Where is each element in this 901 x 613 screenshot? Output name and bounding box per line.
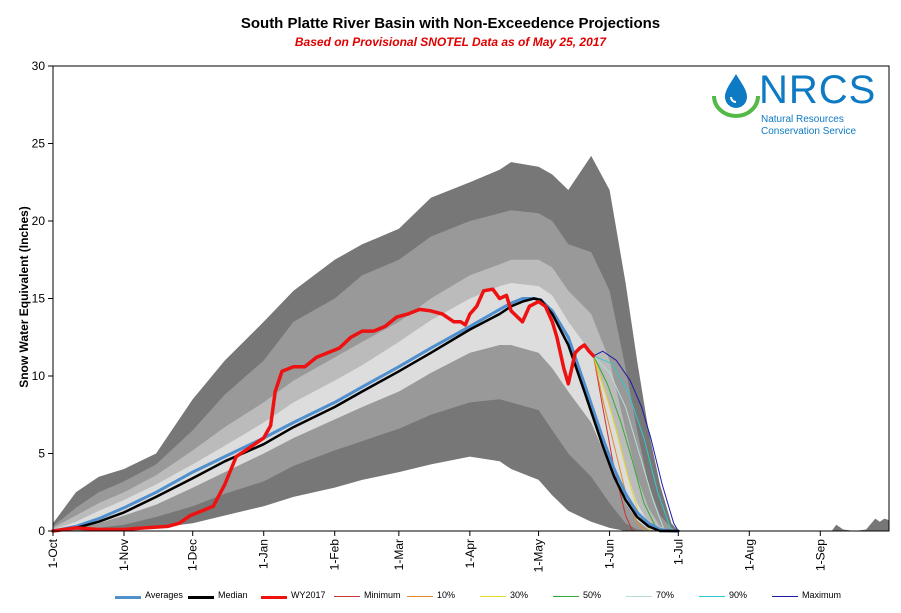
legend-swatch [553, 596, 579, 597]
y-tick-label: 15 [32, 292, 46, 306]
chart-title: South Platte River Basin with Non-Exceed… [240, 15, 661, 32]
y-tick-label: 0 [38, 524, 45, 538]
legend-label: Minimum [364, 590, 401, 600]
legend-label: 70% [656, 590, 675, 600]
x-tick-label: 1-Dec [186, 539, 200, 571]
logo-subtitle-line1: Natural Resources [761, 114, 844, 125]
legend-label: 90% [729, 590, 748, 600]
y-tick-label: 10 [32, 369, 46, 383]
x-tick-label: 1-Apr [463, 539, 477, 568]
legend-swatch [334, 596, 360, 597]
y-axis-label: Snow Water Equivalent (Inches) [17, 206, 31, 388]
legend-label: Averages [145, 590, 183, 600]
nrcs-logo: NRCS Natural Resources Conservation Serv… [712, 68, 875, 148]
water-drop-icon [712, 74, 760, 118]
x-tick-label: 1-Sep [813, 539, 827, 571]
legend-label: Median [218, 590, 248, 600]
projection-line-maximum [593, 350, 679, 532]
x-tick-label: 1-Nov [117, 539, 131, 571]
series-line-wy2017 [51, 287, 596, 533]
legend-swatch [480, 596, 506, 597]
legend-swatch [407, 596, 433, 597]
projection-line-70pct [593, 355, 665, 532]
legend-swatch [772, 596, 798, 597]
y-tick-label: 30 [32, 59, 46, 73]
band-late-season [831, 518, 889, 531]
legend-label: WY2017 [291, 590, 326, 600]
chart-legend: Averages Median WY2017 Minimum 10% 30% 50% 70% 9… [115, 588, 895, 606]
y-tick-label: 25 [32, 137, 46, 151]
legend-swatch [261, 596, 287, 599]
y-tick-label: 20 [32, 214, 46, 228]
legend-label: 30% [510, 590, 529, 600]
logo-wordmark: NRCS [759, 68, 877, 112]
legend-swatch [699, 596, 725, 597]
x-tick-label: 1-Jun [603, 539, 617, 569]
legend-label: Maximum [802, 590, 842, 600]
projection-line-50pct [593, 355, 659, 532]
x-tick-label: 1-Jan [257, 539, 271, 569]
legend-label: 10% [437, 590, 456, 600]
legend-label: 50% [583, 590, 602, 600]
legend-swatch [115, 596, 141, 599]
logo-subtitle-line2: Conservation Service [761, 126, 857, 137]
series-line-median [51, 297, 680, 533]
y-tick-label: 5 [38, 447, 45, 461]
x-tick-label: 1-Jul [671, 539, 685, 565]
x-tick-label: 1-Oct [46, 538, 60, 568]
legend-swatch [188, 596, 214, 599]
x-tick-label: 1-Feb [328, 539, 342, 571]
x-tick-label: 1-Mar [392, 539, 406, 570]
chart-subtitle: Based on Provisional SNOTEL Data as of M… [294, 35, 607, 49]
projection-line-10pct [593, 355, 647, 532]
x-tick-label: 1-Aug [742, 539, 756, 571]
legend-swatch [626, 596, 652, 597]
series-line-averages [51, 297, 680, 533]
x-tick-label: 1-May [532, 539, 546, 572]
projection-line-90pct [593, 355, 672, 532]
